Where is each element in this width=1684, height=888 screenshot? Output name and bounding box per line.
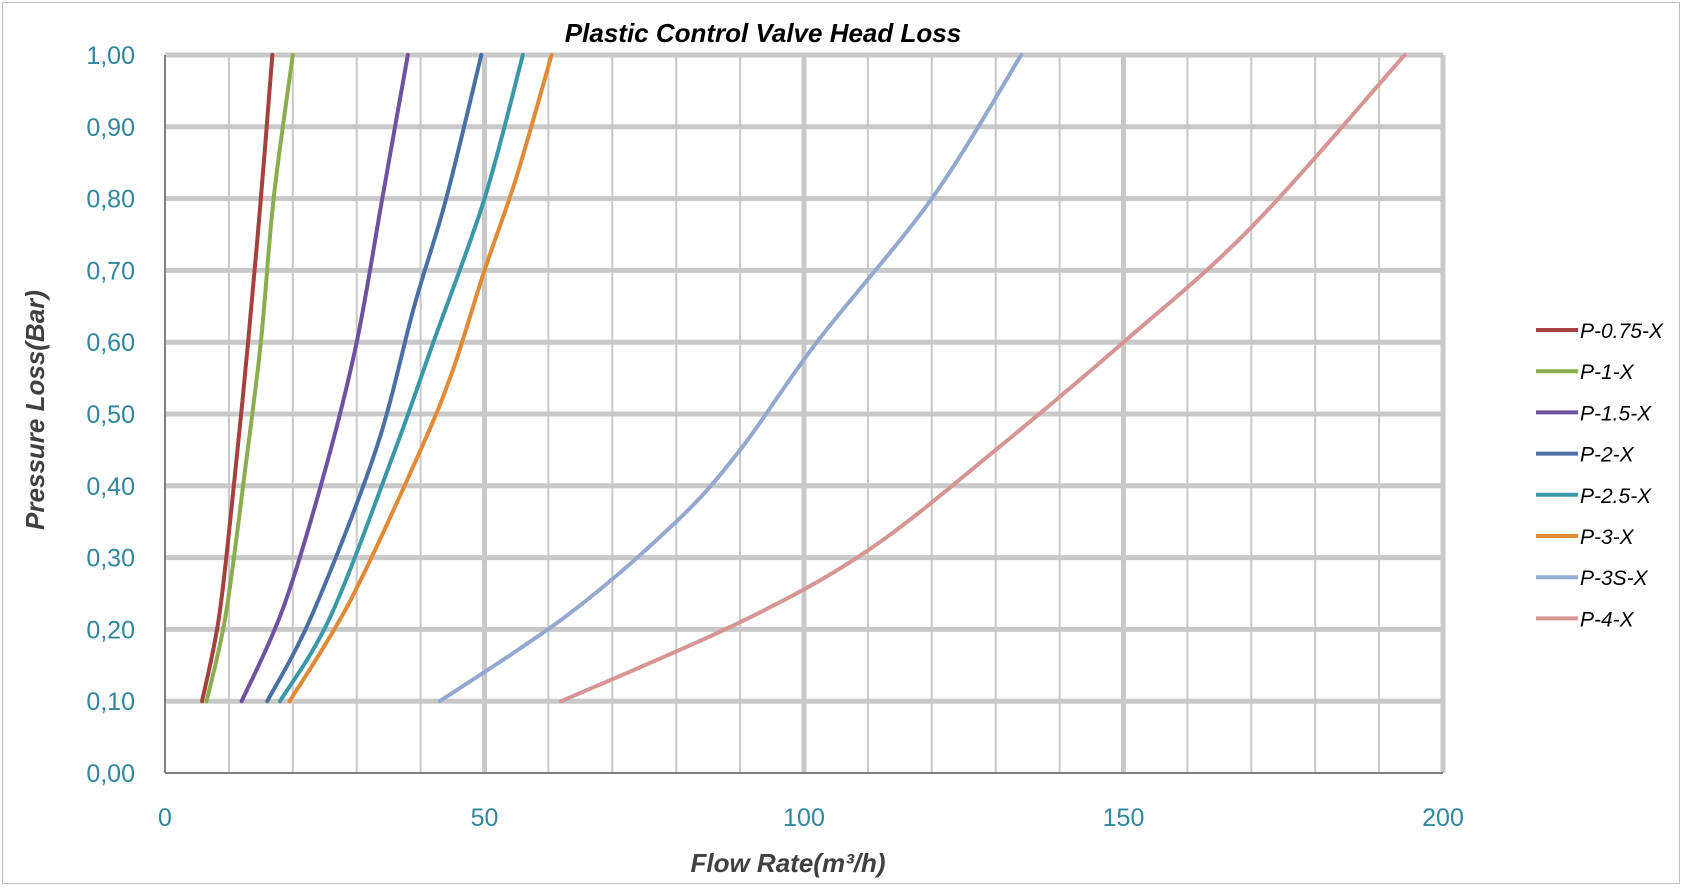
legend-item: P-1.5-X — [1536, 402, 1652, 425]
legend-label: P-3S-X — [1580, 567, 1649, 590]
y-tick-label: 0,20 — [86, 616, 135, 644]
x-axis-title: Flow Rate(m³/h) — [691, 848, 886, 878]
y-tick-label: 0,60 — [86, 329, 135, 357]
legend-label: P-2.5-X — [1580, 485, 1652, 508]
legend-label: P-2-X — [1580, 444, 1635, 467]
legend-item: P-2-X — [1536, 444, 1635, 467]
legend-item: P-4-X — [1536, 608, 1635, 631]
series-line-p-0-75-x — [200, 53, 275, 704]
series-line-p-4-x — [559, 53, 1407, 704]
legend-item: P-1-X — [1536, 361, 1635, 384]
y-tick-label: 0,40 — [86, 473, 135, 501]
y-tick-label: 0,00 — [86, 760, 135, 788]
x-tick-label: 150 — [1103, 804, 1145, 832]
axis-layer — [164, 55, 1443, 774]
x-tick-labels: 0 50 100 150 200 — [158, 804, 1464, 832]
x-tick-label: 50 — [471, 804, 499, 832]
series-line-p-2-x — [265, 53, 484, 704]
legend: P-0.75-X P-1-X P-1.5-X P-2-X P-2.5-X P-3-X P-3… — [1536, 320, 1664, 631]
y-tick-label: 0,10 — [86, 688, 135, 716]
legend-label: P-1.5-X — [1580, 402, 1652, 425]
y-tick-label: 0,80 — [86, 186, 135, 214]
legend-item: P-3-X — [1536, 526, 1635, 549]
y-axis-title: Pressure Loss(Bar) — [20, 290, 50, 530]
y-tick-labels: 0,00 0,10 0,20 0,30 0,40 0,50 0,60 0,70 0,80 0,90… — [86, 42, 135, 788]
y-tick-label: 0,70 — [86, 257, 135, 285]
legend-label: P-0.75-X — [1580, 320, 1664, 343]
legend-label: P-3-X — [1580, 526, 1635, 549]
legend-label: P-4-X — [1580, 608, 1635, 631]
y-tick-label: 1,00 — [86, 42, 135, 70]
series-line-p-3s-x — [437, 53, 1024, 704]
series-line-p-3-x — [287, 53, 554, 704]
series-layer — [200, 53, 1407, 704]
legend-label: P-1-X — [1580, 361, 1635, 384]
chart-title: Plastic Control Valve Head Loss — [565, 18, 961, 48]
x-tick-label: 200 — [1422, 804, 1464, 832]
legend-item: P-2.5-X — [1536, 485, 1652, 508]
series-line-p-2-5-x — [278, 53, 525, 704]
legend-item: P-3S-X — [1536, 567, 1649, 590]
y-tick-label: 0,90 — [86, 114, 135, 142]
legend-item: P-0.75-X — [1536, 320, 1664, 343]
series-line-p-1-5-x — [239, 53, 410, 704]
series-line-p-1-x — [204, 53, 295, 704]
grid-layer — [165, 52, 1446, 773]
y-tick-label: 0,50 — [86, 401, 135, 429]
x-tick-label: 0 — [158, 804, 172, 832]
y-tick-label: 0,30 — [86, 545, 135, 573]
x-tick-label: 100 — [783, 804, 825, 832]
